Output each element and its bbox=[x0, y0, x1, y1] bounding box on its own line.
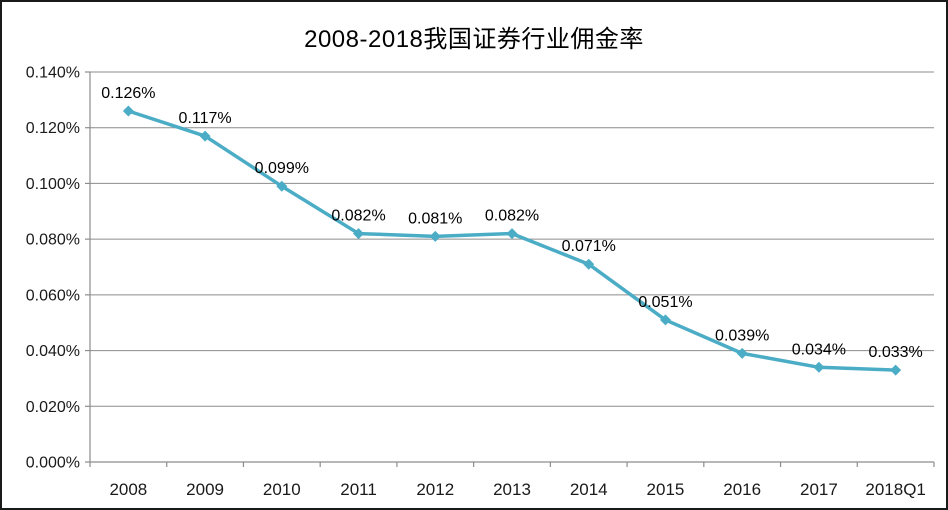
data-point-marker bbox=[122, 105, 134, 117]
y-axis-tick-label: 0.040% bbox=[26, 343, 80, 360]
x-axis-tick-label: 2009 bbox=[186, 480, 224, 499]
series-line bbox=[126, 109, 898, 372]
data-point-marker bbox=[429, 230, 441, 242]
data-point-marker bbox=[506, 228, 518, 240]
y-axis-tick-label: 0.000% bbox=[26, 455, 80, 472]
data-point-label: 0.039% bbox=[715, 327, 769, 344]
x-axis-tick-label: 2008 bbox=[109, 480, 147, 499]
data-point-marker bbox=[736, 347, 748, 359]
data-point-marker bbox=[890, 364, 902, 376]
x-axis-tick-label: 2016 bbox=[723, 480, 761, 499]
data-point-label: 0.071% bbox=[562, 238, 616, 255]
x-axis-tick-label: 2014 bbox=[570, 480, 608, 499]
y-axis-tick-label: 0.120% bbox=[26, 120, 80, 137]
x-axis-tick-label: 2018Q1 bbox=[865, 480, 926, 499]
y-axis-tick-label: 0.100% bbox=[26, 176, 80, 193]
x-axis-tick-label: 2012 bbox=[416, 480, 454, 499]
data-point-marker bbox=[583, 258, 595, 270]
data-point-label: 0.117% bbox=[179, 110, 232, 127]
data-point-label: 0.081% bbox=[408, 210, 462, 227]
data-point-marker bbox=[813, 361, 825, 373]
data-point-label: 0.126% bbox=[101, 85, 155, 102]
data-point-marker bbox=[199, 130, 211, 142]
data-point-label: 0.034% bbox=[792, 341, 846, 358]
x-axis-tick-label: 2013 bbox=[493, 480, 531, 499]
data-point-label: 0.051% bbox=[638, 294, 692, 311]
data-point-label: 0.082% bbox=[331, 208, 385, 225]
data-point-label: 0.099% bbox=[255, 160, 309, 177]
chart-title: 2008-2018我国证券行业佣金率 bbox=[304, 26, 644, 53]
y-axis-tick-label: 0.080% bbox=[26, 232, 80, 249]
data-point-marker bbox=[353, 228, 365, 240]
x-axis-tick-label: 2011 bbox=[340, 480, 377, 499]
y-axis-tick-label: 0.140% bbox=[26, 65, 80, 82]
x-axis-tick-label: 2010 bbox=[263, 480, 301, 499]
data-point-marker bbox=[276, 180, 288, 192]
y-axis-tick-label: 0.060% bbox=[26, 287, 80, 304]
data-point-marker bbox=[659, 314, 671, 326]
y-axis-tick-label: 0.020% bbox=[26, 399, 80, 416]
data-point-label: 0.082% bbox=[485, 208, 539, 225]
data-point-label: 0.033% bbox=[869, 344, 923, 361]
x-axis-tick-label: 2015 bbox=[647, 480, 685, 499]
x-axis-tick-label: 2017 bbox=[800, 480, 838, 499]
